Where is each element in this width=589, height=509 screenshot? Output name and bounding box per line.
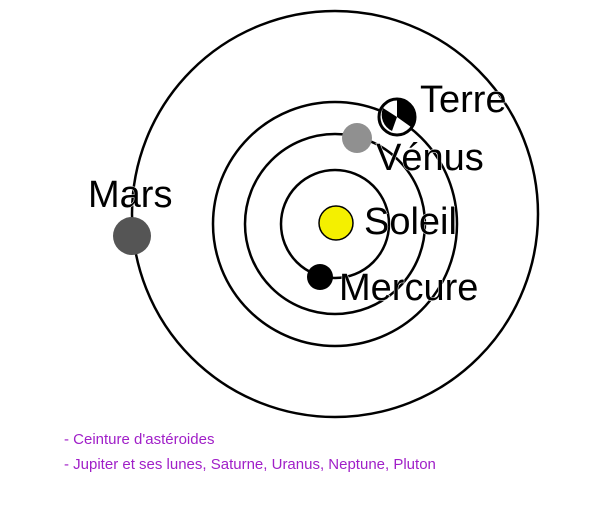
note: - Jupiter et ses lunes, Saturne, Uranus,… bbox=[64, 456, 436, 473]
mercury bbox=[307, 264, 333, 290]
sun bbox=[319, 206, 353, 240]
label-earth: Terre bbox=[420, 79, 507, 121]
label-venus: Vénus bbox=[376, 137, 484, 179]
label-mercury: Mercure bbox=[339, 267, 478, 309]
solar-system-diagram: Terre Vénus Soleil Mercure Mars - Ceintu… bbox=[0, 0, 589, 509]
venus bbox=[342, 123, 372, 153]
mars bbox=[113, 217, 151, 255]
label-mars: Mars bbox=[88, 174, 172, 216]
label-sun: Soleil bbox=[364, 201, 457, 243]
note: - Ceinture d'astéroides bbox=[64, 431, 214, 448]
